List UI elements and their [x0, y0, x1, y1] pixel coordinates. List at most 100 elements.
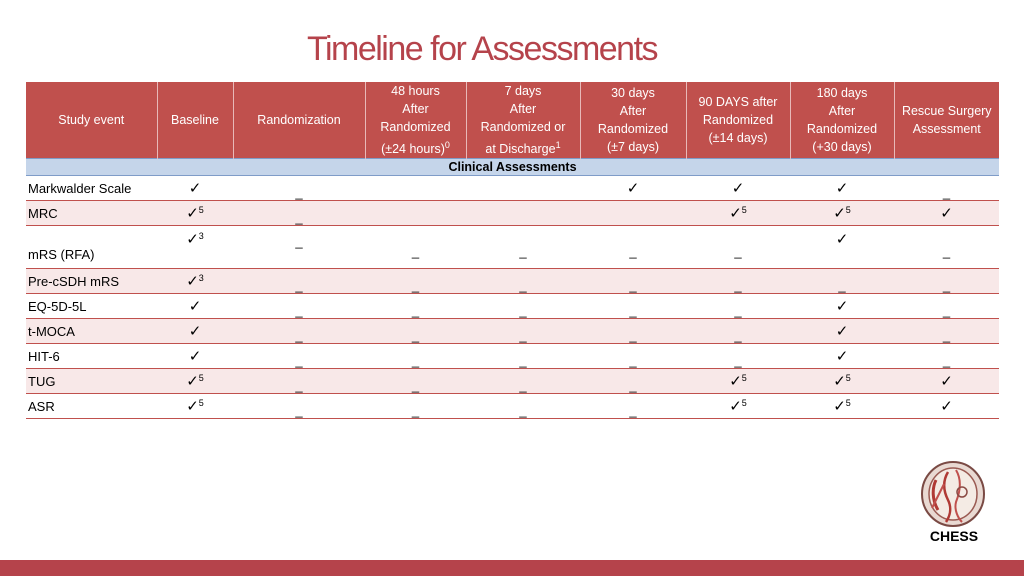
dash-mark: _	[411, 352, 420, 368]
cell-90d: ✓	[686, 175, 790, 201]
dash-mark: _	[295, 402, 303, 418]
dash-mark: _	[942, 184, 951, 200]
cell-randomization: _	[233, 293, 365, 319]
cell-48h: _	[365, 225, 466, 269]
cell-randomization: _	[233, 318, 365, 344]
dash-mark: _	[519, 352, 527, 368]
cell-30d: _	[580, 268, 686, 294]
cell-randomization: _	[233, 175, 365, 201]
dash-mark: _	[942, 302, 951, 318]
footnote-mark: 3	[198, 231, 204, 241]
header-180-days: 180 days After Randomized (+30 days)	[790, 82, 895, 159]
cell-180d: ✓5	[790, 368, 894, 394]
footnote-mark: 5	[845, 373, 851, 383]
cell-48h: _	[365, 393, 466, 419]
header-rescue-line1: Rescue Surgery	[901, 104, 992, 118]
cell-180d: ✓	[790, 293, 894, 319]
header-randomization: Randomization	[233, 82, 366, 159]
cell-7d: _	[466, 225, 580, 269]
cell-30d: _	[580, 293, 686, 319]
cell-rescue: _	[894, 175, 999, 201]
header-30-line3: Randomized	[597, 122, 669, 136]
header-30-days: 30 days After Randomized (±7 days)	[580, 82, 687, 159]
dash-mark: _	[411, 277, 420, 293]
row-label: EQ-5D-5L	[26, 293, 157, 319]
check-icon: ✓	[833, 398, 846, 415]
cell-30d: ✓	[580, 175, 686, 201]
check-icon: ✓	[186, 398, 199, 415]
cell-rescue: ✓	[894, 200, 999, 226]
cell-48h: _	[365, 293, 466, 319]
cell-randomization: _	[233, 368, 365, 394]
check-icon: ✓	[731, 180, 745, 197]
dash-mark: _	[411, 302, 420, 318]
header-180-line2: After	[828, 104, 856, 118]
dash-mark: _	[411, 377, 420, 393]
header-rescue-line2: Assessment	[912, 122, 981, 136]
footer-bar	[0, 560, 1024, 576]
dash-mark: _	[519, 277, 527, 293]
header-48-line2: After	[402, 102, 429, 116]
cell-randomization: _	[233, 200, 365, 226]
cell-180d: ✓	[790, 318, 894, 344]
footnote-mark: 5	[198, 205, 204, 215]
check-icon: ✓	[835, 298, 849, 315]
cell-90d: _	[686, 268, 790, 294]
section-clinical-assessments: Clinical Assessments	[26, 158, 999, 176]
row-label: Pre-cSDH mRS	[26, 268, 157, 294]
check-icon: ✓	[186, 273, 199, 290]
cell-30d: _	[580, 225, 686, 269]
dash-mark: _	[411, 327, 420, 343]
cell-90d: _	[686, 343, 790, 369]
check-icon: ✓	[188, 323, 202, 340]
header-7-line2: After	[509, 102, 537, 116]
footnote-mark: 5	[741, 205, 747, 215]
header-30-line2: After	[619, 104, 647, 118]
check-icon: ✓	[940, 398, 953, 415]
cell-7d: _	[466, 268, 580, 294]
footnote-mark: 5	[198, 373, 204, 383]
cell-180d: ✓	[790, 175, 894, 201]
dash-mark: _	[519, 377, 527, 393]
footnote-mark: 5	[845, 398, 851, 408]
logo-text: CHESS	[929, 528, 979, 544]
cell-180d: ✓5	[790, 200, 894, 226]
cell-30d: _	[580, 368, 686, 394]
table-row: t-MOCA ✓ _ _ _ _ _ ✓ _	[26, 318, 999, 344]
table-row: EQ-5D-5L ✓ _ _ _ _ _ ✓ _	[26, 293, 999, 319]
dash-mark: _	[629, 352, 637, 368]
cell-7d	[466, 200, 580, 226]
cell-7d: _	[466, 343, 580, 369]
check-icon: ✓	[833, 373, 846, 390]
check-icon: ✓	[833, 205, 846, 222]
header-30-line4: (±7 days)	[606, 140, 659, 154]
check-icon: ✓	[188, 348, 202, 365]
header-baseline: Baseline	[157, 82, 234, 159]
check-icon: ✓	[188, 298, 202, 315]
check-icon: ✓	[729, 398, 742, 415]
cell-30d	[580, 200, 686, 226]
section-row: Clinical Assessments	[26, 158, 999, 176]
row-label: Markwalder Scale	[26, 175, 157, 201]
dash-mark: _	[942, 352, 951, 368]
header-7-days: 7 days After Randomized or at Discharge1	[466, 82, 581, 159]
cell-48h	[365, 200, 466, 226]
dash-mark: _	[295, 352, 303, 368]
header-7-line1: 7 days	[504, 84, 542, 98]
dash-mark: _	[734, 277, 742, 293]
assessment-timeline-table: Study event Baseline Randomization 48 ho…	[26, 82, 999, 419]
cell-180d: ✓5	[790, 393, 894, 419]
dash-mark: _	[295, 377, 303, 393]
header-90-line2: Randomized	[702, 113, 774, 127]
cell-7d: _	[466, 293, 580, 319]
cell-7d	[466, 175, 580, 201]
check-icon: ✓	[835, 180, 849, 197]
header-30-line1: 30 days	[611, 86, 655, 100]
dash-mark: _	[942, 277, 951, 293]
header-90-line1: 90 DAYS after	[698, 95, 778, 109]
header-180-line3: Randomized	[806, 122, 878, 136]
header-7-line4: at Discharge	[485, 142, 556, 156]
cell-rescue: _	[894, 343, 999, 369]
cell-90d: ✓5	[686, 368, 790, 394]
cell-30d: _	[580, 318, 686, 344]
